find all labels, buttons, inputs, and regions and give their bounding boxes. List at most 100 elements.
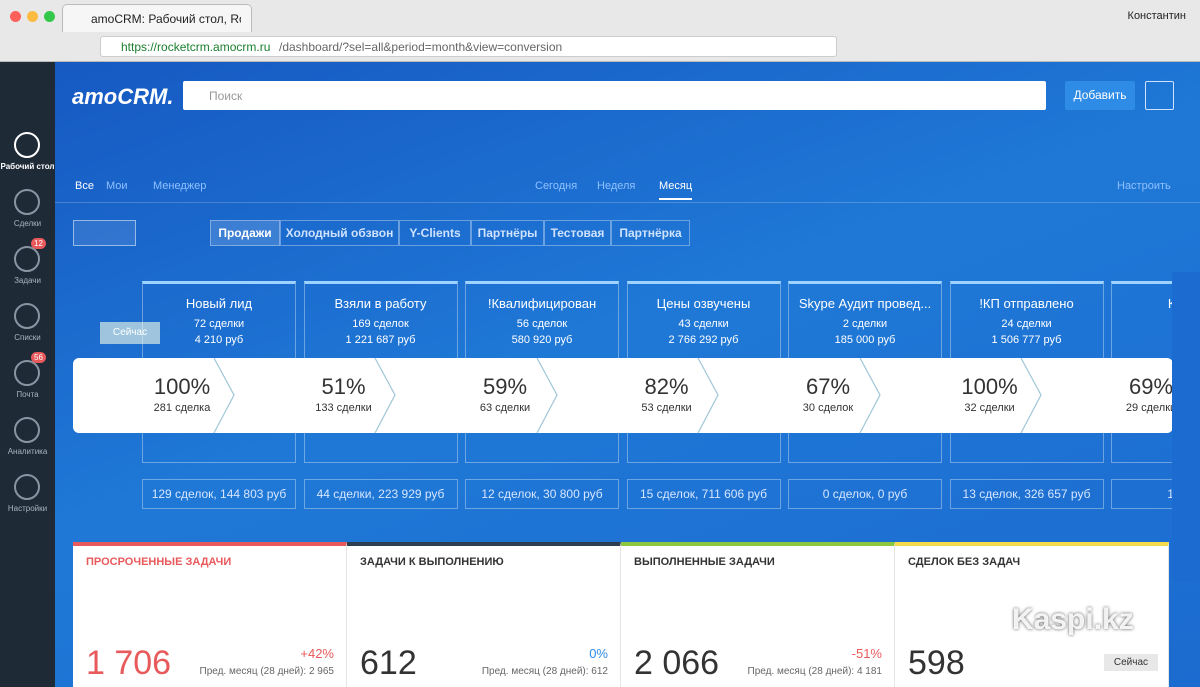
period-filter[interactable]: Сегодня (535, 180, 578, 192)
widget-value: 1 706 (86, 644, 172, 682)
tab-title: amoCRM: Рабочий стол, Rock (91, 12, 241, 26)
stage-card[interactable]: !КП отправлено 24 сделки 1 506 777 руб (949, 281, 1104, 463)
stage-name: Новый лид (185, 296, 253, 311)
stage-name: !Квалифицирован (487, 296, 597, 311)
help-button[interactable] (1145, 81, 1174, 110)
stage-name: !КП отправлено (979, 296, 1074, 311)
sidebar-icon[interactable] (14, 474, 40, 500)
stage-percent: 67% (805, 374, 851, 399)
now-label: Сейчас (100, 322, 160, 344)
address-bar[interactable]: https://rocketcrm.amocrm.ru/dashboard/?s… (100, 36, 837, 57)
scope-filter[interactable]: Все (75, 180, 94, 192)
stage-deals: 24 сделки (1001, 318, 1052, 330)
stage-name: Взяли в работу (334, 296, 427, 311)
stage-card[interactable]: Взяли в работу 169 сделок 1 221 687 руб (303, 281, 458, 463)
stage-count: 29 сделки (1125, 402, 1177, 414)
add-button[interactable]: Добавить (1065, 81, 1135, 110)
widget-previous: Пред. месяц (28 дней): 2 965 (199, 666, 335, 677)
stage-deals: 72 сделки (193, 318, 245, 330)
stage-card[interactable]: !Квалифицирован 56 сделок 580 920 руб (465, 281, 619, 463)
stage-percent: 82% (644, 374, 689, 399)
stage-amount: 2 766 292 руб (668, 334, 739, 346)
stage-lost[interactable]: 0 сделок, 0 руб (788, 479, 942, 509)
view-toggle[interactable] (73, 220, 136, 246)
widget-previous: Пред. месяц (28 дней): 612 (481, 666, 608, 677)
widget[interactable]: ВЫПОЛНЕННЫЕ ЗАДАЧИ 2 066 -51% Пред. месяц (… (621, 542, 895, 687)
stage-amount: 185 000 руб (834, 334, 896, 346)
sidebar: Рабочий стол Сделки Задачи 12 Списки Почта 56 А… (0, 62, 55, 687)
pipeline-tab[interactable]: Партнёрка (611, 220, 690, 246)
stage-name: Цены озвучены (656, 296, 751, 311)
widget-value: 598 (908, 644, 965, 682)
stage-deals: 56 сделок (516, 318, 568, 330)
browser-chrome: amoCRM: Рабочий стол, Rock Константин http… (0, 0, 1200, 62)
stage-deals: 2 сделки (842, 318, 888, 330)
widget[interactable]: ПРОСРОЧЕННЫЕ ЗАДАЧИ 1 706 +42% Пред. месяц … (73, 542, 347, 687)
sidebar-label[interactable]: Почта (16, 390, 39, 399)
pipeline-tab[interactable]: Y-Clients (399, 220, 471, 246)
url-host: https://rocketcrm.amocrm.ru (121, 40, 271, 54)
window-button[interactable] (44, 11, 55, 22)
pipeline-tab[interactable]: Холодный обзвон (280, 220, 399, 246)
sidebar-label[interactable]: Задачи (14, 276, 41, 285)
pipeline-tab[interactable]: Продажи (210, 220, 280, 246)
sidebar-icon[interactable] (14, 417, 40, 443)
scope-filter[interactable]: Мои (106, 180, 128, 192)
sidebar-label[interactable]: Настройки (7, 504, 48, 513)
watermark: Kaspi.kz (1012, 603, 1134, 636)
sidebar-label[interactable]: Списки (14, 333, 41, 342)
pipeline-tab[interactable]: Партнёры (471, 220, 544, 246)
stage-amount: 1 506 777 руб (991, 334, 1062, 346)
search-box[interactable]: Поиск (183, 81, 1046, 110)
stage-count: 30 сделок (802, 402, 854, 414)
window-button[interactable] (27, 11, 38, 22)
url-path: /dashboard/?sel=all&period=month&view=co… (279, 40, 563, 54)
widget-change: +42% (300, 646, 334, 661)
stage-lost[interactable]: 129 сделок, 144 803 руб (142, 479, 296, 509)
user-name: Константин (1127, 10, 1186, 22)
period-filter[interactable]: Неделя (597, 180, 636, 192)
widget-change: -51% (851, 646, 882, 661)
widget[interactable]: СДЕЛОК БЕЗ ЗАДАЧ 598 Сейчас (895, 542, 1169, 687)
stage-amount: 1 221 687 руб (345, 334, 416, 346)
stage-lost[interactable]: 12 сделок, 30 800 руб (465, 479, 619, 509)
sidebar-icon[interactable] (14, 360, 40, 386)
stage-percent: 59% (482, 374, 528, 399)
stage-amount: 580 920 руб (511, 334, 573, 346)
stage-card[interactable]: Skype Аудит провед... 2 сделки 185 000 руб (788, 281, 942, 463)
logo[interactable]: amoCRM. (72, 84, 174, 109)
sidebar-icon[interactable] (14, 132, 40, 158)
period-filter[interactable]: Месяц (659, 180, 693, 200)
sidebar-label[interactable]: Рабочий стол (0, 162, 55, 171)
widget-title: ЗАДАЧИ К ВЫПОЛНЕНИЮ (360, 556, 504, 568)
manager-filter[interactable]: Менеджер (153, 180, 207, 192)
widget-change: 0% (589, 646, 608, 661)
stage-lost[interactable]: 15 сделок, 711 606 руб (626, 479, 781, 509)
pipeline-tab[interactable]: Тестовая (544, 220, 611, 246)
search-placeholder: Поиск (209, 89, 243, 103)
stage-card[interactable]: Цены озвучены 43 сделки 2 766 292 руб (626, 281, 781, 463)
sidebar-label[interactable]: Аналитика (7, 447, 48, 456)
window-button[interactable] (10, 11, 21, 22)
stage-count: 32 сделки (964, 402, 1015, 414)
stage-percent: 51% (321, 374, 366, 399)
widget-title: ПРОСРОЧЕННЫЕ ЗАДАЧИ (86, 556, 232, 568)
settings-link[interactable]: Настроить (1117, 180, 1171, 192)
sidebar-icon[interactable] (14, 189, 40, 215)
widget-value: 612 (360, 644, 417, 682)
widget-title: ВЫПОЛНЕННЫЕ ЗАДАЧИ (634, 556, 775, 568)
sidebar-icon[interactable] (14, 246, 40, 272)
browser-tab[interactable]: amoCRM: Рабочий стол, Rock (62, 4, 252, 32)
conversion-band (73, 358, 1173, 434)
stage-percent: 100% (153, 374, 211, 399)
sidebar-badge: 12 (31, 238, 46, 249)
sidebar-icon[interactable] (14, 303, 40, 329)
sidebar-label[interactable]: Сделки (13, 219, 42, 228)
stage-percent: 69% (1128, 374, 1174, 399)
widget[interactable]: ЗАДАЧИ К ВЫПОЛНЕНИЮ 612 0% Пред. месяц (28 … (347, 542, 621, 687)
band-bg (73, 358, 1173, 433)
stage-lost[interactable]: 13 сделок, 326 657 руб (949, 479, 1104, 509)
stage-card[interactable]: Новый лид 72 сделки 4 210 руб (142, 281, 296, 463)
stage-lost[interactable]: 44 сделки, 223 929 руб (303, 479, 458, 509)
